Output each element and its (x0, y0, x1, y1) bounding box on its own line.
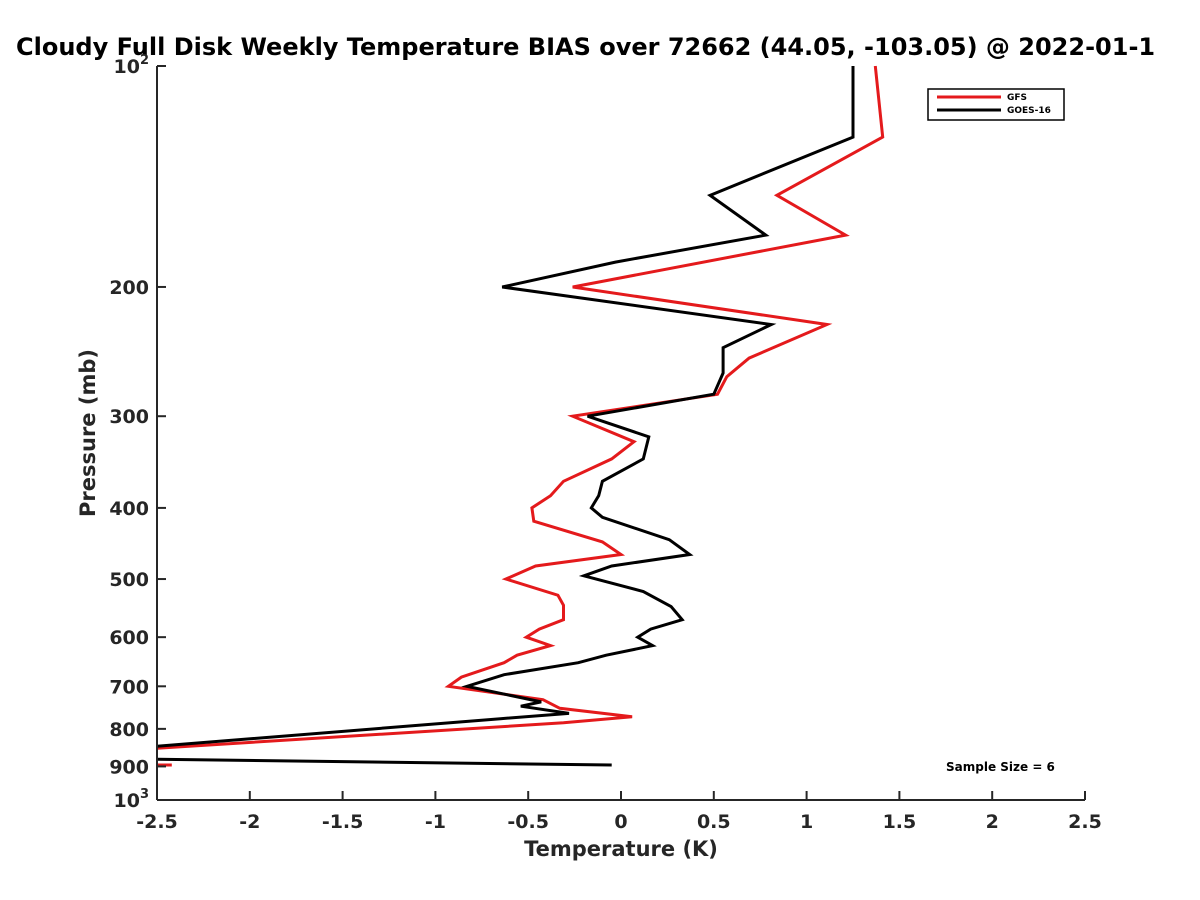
x-tick-label: 1.5 (883, 811, 917, 833)
legend: GFS GOES-16 (927, 88, 1065, 121)
x-tick-label: 0 (614, 811, 627, 833)
y-tick-label: 200 (109, 277, 149, 299)
y-axis-label: Pressure (mb) (76, 349, 100, 517)
x-tick-label: -0.5 (507, 811, 549, 833)
y-tick-layer: 102 200 300 400 500 600 700 800 900 103 (109, 53, 166, 812)
y-tick-label: 103 (114, 787, 150, 812)
x-tick-label: -2 (239, 811, 260, 833)
x-tick-label: 0.5 (697, 811, 731, 833)
x-tick-label: 2 (986, 811, 999, 833)
y-tick-label: 800 (109, 719, 149, 741)
y-tick-label: 400 (109, 498, 149, 520)
y-tick-label: 500 (109, 569, 149, 591)
legend-label-gfs: GFS (1007, 93, 1027, 103)
series-line-gfs (156, 65, 885, 750)
y-tick-label: 102 (114, 53, 150, 78)
y-tick-label: 900 (109, 756, 149, 778)
x-axis-label: Temperature (K) (524, 837, 718, 861)
y-tick-label: 300 (109, 406, 149, 428)
x-tick-label: -2.5 (136, 811, 178, 833)
legend-box (927, 88, 1065, 121)
y-tick-label: 700 (109, 676, 149, 698)
legend-label-goes16: GOES-16 (1007, 106, 1051, 116)
x-tick-label: 1 (800, 811, 813, 833)
x-tick-label: -1 (425, 811, 446, 833)
series-segment-goes16 (156, 757, 612, 767)
sample-size-annotation: Sample Size = 6 (946, 760, 1055, 774)
series-layer (156, 65, 885, 767)
x-tick-label: 2.5 (1068, 811, 1102, 833)
y-tick-label: 600 (109, 627, 149, 649)
series-line-goes16 (156, 66, 855, 748)
x-tick-layer: -2.5 -2 -1.5 -1 -0.5 0 0.5 1 1.5 2 2.5 (136, 791, 1102, 833)
chart-title: Cloudy Full Disk Weekly Temperature BIAS… (16, 33, 1155, 61)
x-tick-label: -1.5 (322, 811, 364, 833)
